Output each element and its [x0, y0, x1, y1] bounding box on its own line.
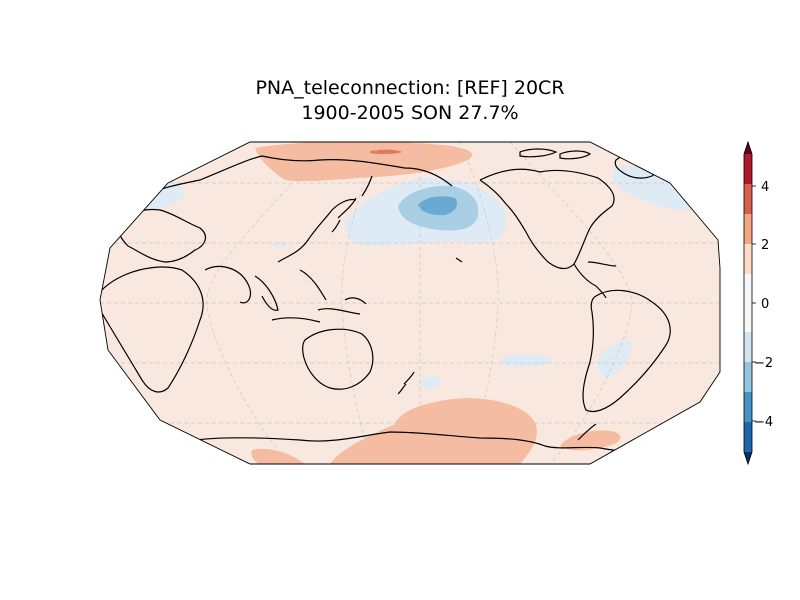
colorbar-band [744, 422, 752, 452]
globe-outline [99, 141, 721, 465]
colorbar-outline [743, 140, 753, 466]
colorbar-band [744, 274, 752, 332]
colorbar-band [744, 332, 752, 362]
colorbar-tick-label: 4 [761, 180, 769, 195]
colorbar-band [744, 214, 752, 244]
colorbar-tick-label: 0 [761, 297, 769, 312]
colorbar-tick-label: −2 [754, 356, 773, 371]
negative-anomaly-peru-coast [597, 340, 632, 378]
colorbar-band [744, 184, 752, 214]
colorbar-tick-label: 2 [761, 238, 769, 253]
map-panel [99, 141, 721, 465]
colorbar-band [744, 154, 752, 184]
colorbar-band [744, 244, 752, 274]
colorbar-band [744, 362, 752, 392]
colorbar-tick-label: −4 [754, 415, 773, 430]
colorbar-band [744, 392, 752, 422]
strong-positive-anomaly-arctic [370, 149, 402, 155]
map-title-line1: PNA_teleconnection: [REF] 20CR [255, 77, 565, 99]
positive-anomaly-south-indian [251, 448, 305, 464]
negative-anomaly-south-pacific [499, 354, 552, 367]
strong-negative-anomaly-aleutian [418, 196, 458, 216]
coastlines [100, 148, 671, 452]
positive-anomaly-south-atlantic [560, 430, 621, 451]
positive-anomaly-southern-pacific [330, 398, 537, 464]
colorbar-extend-low [744, 452, 752, 464]
colorbar: 4 2 0 −2 −4 [743, 140, 773, 466]
colorbar-ticks [752, 185, 756, 422]
colorbar-extend-high [744, 142, 752, 154]
negative-anomaly-tasman [420, 376, 442, 389]
graticule [100, 142, 720, 464]
map-title-line2: 1900-2005 SON 27.7% [301, 102, 519, 124]
